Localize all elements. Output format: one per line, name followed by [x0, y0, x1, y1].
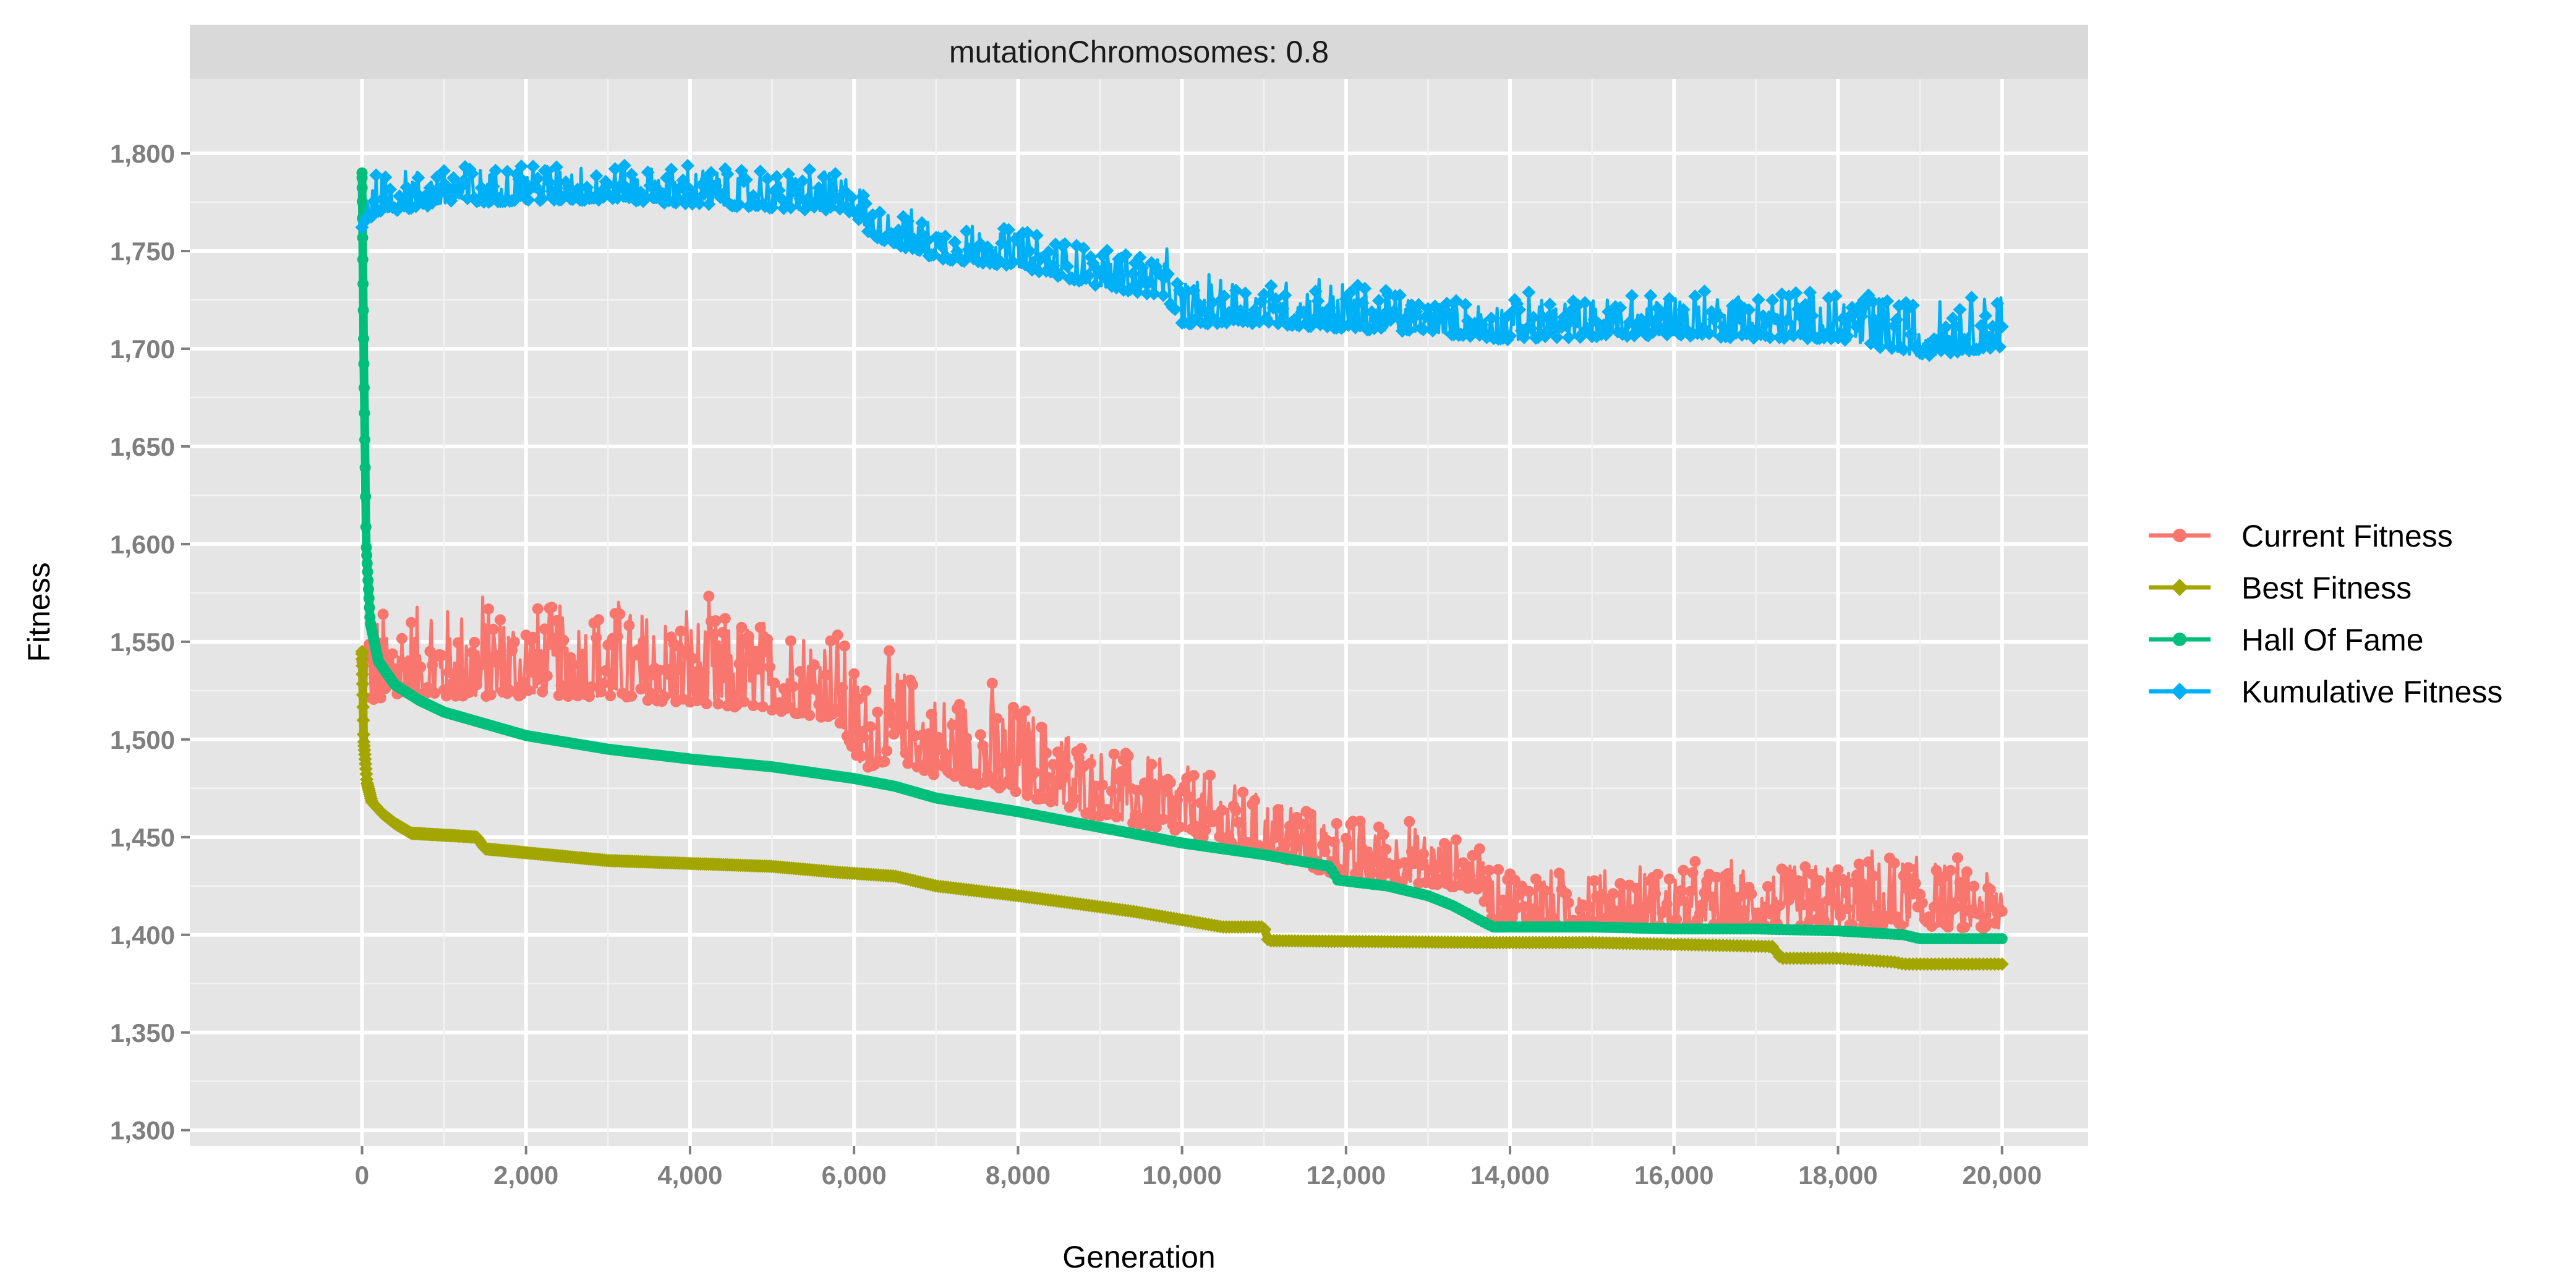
legend-label: Kumulative Fitness: [2241, 675, 2502, 709]
legend-key-marker: [2171, 683, 2188, 700]
y-tick-label: 1,550: [110, 628, 175, 657]
series-best-fitness: [355, 644, 2009, 971]
legend-key-marker: [2173, 529, 2186, 542]
facet-label: mutationChromosomes: 0.8: [949, 35, 1329, 69]
x-tick-label: 8,000: [986, 1161, 1051, 1190]
y-tick-label: 1,600: [110, 530, 175, 559]
legend-label: Current Fitness: [2241, 519, 2453, 553]
legend-item: Hall Of Fame: [2149, 623, 2424, 657]
y-tick-label: 1,500: [110, 725, 175, 754]
y-tick-label: 1,350: [110, 1018, 175, 1047]
legend-key-marker: [2173, 633, 2186, 646]
legend-label: Hall Of Fame: [2241, 623, 2424, 657]
series-kumulative-fitness: [355, 158, 2009, 362]
y-tick-label: 1,800: [110, 139, 175, 168]
x-axis-title: Generation: [1062, 1240, 1215, 1274]
plot-panel: [190, 79, 2088, 1146]
x-tick-label: 18,000: [1798, 1161, 1877, 1190]
x-tick-label: 16,000: [1634, 1161, 1713, 1190]
legend-label: Best Fitness: [2241, 571, 2412, 605]
legend-key-marker: [2171, 579, 2188, 596]
x-tick-label: 4,000: [657, 1161, 722, 1190]
y-tick-label: 1,300: [110, 1116, 175, 1145]
series-hall-of-fame: [356, 167, 2008, 945]
y-axis-title: Fitness: [22, 562, 56, 662]
x-tick-label: 2,000: [493, 1161, 558, 1190]
y-tick-label: 1,700: [110, 335, 175, 364]
x-tick-label: 0: [355, 1161, 369, 1190]
legend-item: Current Fitness: [2149, 519, 2453, 553]
y-axis: 1,300 1,350 1,400 1,450 1,500 1,550 1,600 1,650…: [110, 139, 190, 1145]
x-tick-label: 12,000: [1307, 1161, 1386, 1190]
legend-item: Best Fitness: [2149, 571, 2412, 605]
y-tick-label: 1,400: [110, 921, 175, 950]
series-current-fitness: [356, 591, 2008, 934]
facet-strip: [190, 25, 2088, 79]
x-axis: 0 2,000 4,000 6,000 8,000 10,000 12,000 14,000 1…: [355, 1146, 2042, 1190]
x-tick-label: 6,000: [822, 1161, 887, 1190]
legend: Current Fitness Best Fitness Hall Of Fame K…: [2149, 519, 2502, 709]
y-tick-label: 1,750: [110, 237, 175, 266]
x-tick-label: 14,000: [1470, 1161, 1550, 1190]
series-markers: [355, 158, 2009, 362]
series-layer: [355, 158, 2009, 971]
y-tick-label: 1,450: [110, 823, 175, 852]
legend-item: Kumulative Fitness: [2149, 675, 2502, 709]
x-tick-label: 20,000: [1963, 1161, 2042, 1190]
y-tick-label: 1,650: [110, 432, 175, 461]
x-tick-label: 10,000: [1142, 1161, 1221, 1190]
